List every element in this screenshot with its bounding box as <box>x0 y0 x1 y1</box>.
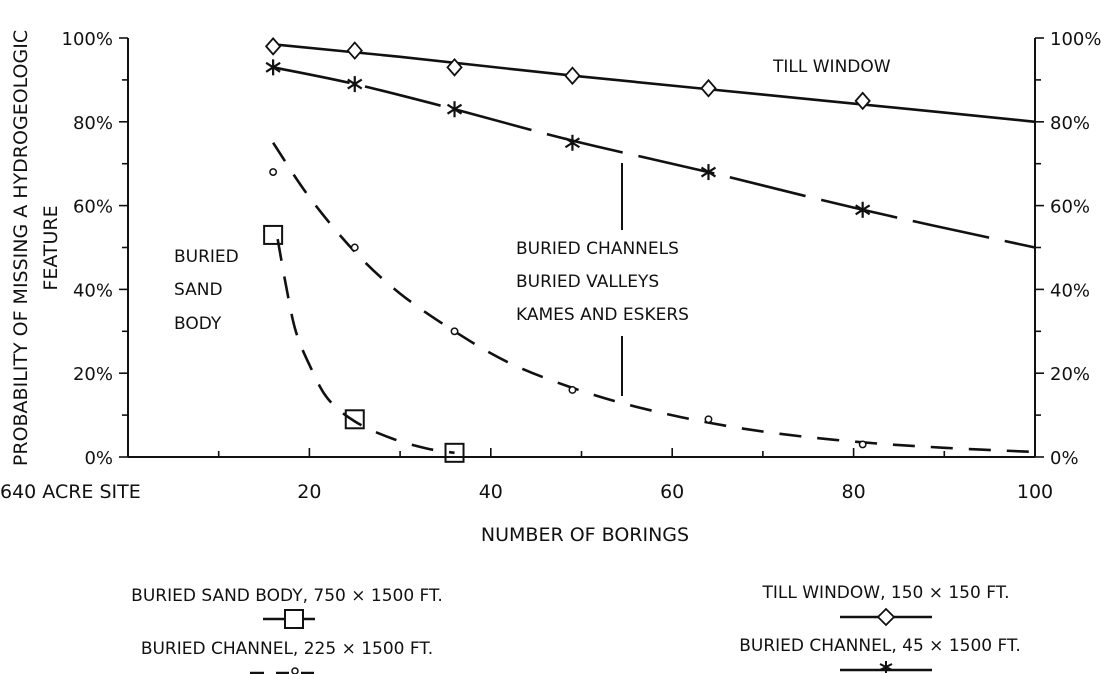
legend-item-chan225: BURIED CHANNEL, 225 × 1500 FT. <box>141 639 433 674</box>
legend-item-chan45: BURIED CHANNEL, 45 × 1500 FT. <box>739 636 1021 673</box>
x-tick-label: 80 <box>842 481 866 503</box>
y-tick-label-right: 40% <box>1050 280 1090 301</box>
series-lines <box>272 42 1036 455</box>
point-chan225 <box>568 386 577 394</box>
y-axis-label-line1: PROBABILITY OF MISSING A HYDROGEOLOGIC <box>10 30 32 466</box>
series-points <box>263 37 871 463</box>
point-chan225 <box>704 415 713 424</box>
legend-label-chan225: BURIED CHANNEL, 225 × 1500 FT. <box>141 639 433 659</box>
y-tick-label-right: 80% <box>1050 113 1090 134</box>
x-tick-label: 60 <box>660 481 684 503</box>
point-chan225 <box>858 440 867 449</box>
x-tick-label: 20 <box>297 481 321 503</box>
legend: BURIED SAND BODY, 750 × 1500 FT. BURIED … <box>131 583 1021 674</box>
point-chan45 <box>700 164 717 181</box>
series-line-chan45 <box>272 66 1036 249</box>
point-sand <box>444 442 465 463</box>
y-ticks: 0% 0% 20% 20% 40% 40% 60% 60% 80% 80% 100% 100% <box>62 29 1101 469</box>
point-chan225 <box>450 327 459 336</box>
y-tick-label-left: 0% <box>84 448 113 469</box>
point-till <box>700 78 717 98</box>
series-line-chan225 <box>272 142 1036 454</box>
x-tick-label: 100 <box>1017 481 1053 503</box>
point-chan45 <box>446 101 463 118</box>
legend-label-chan45: BURIED CHANNEL, 45 × 1500 FT. <box>739 636 1021 656</box>
point-chan45 <box>855 201 871 218</box>
annotation-till-window: TILL WINDOW <box>772 57 891 77</box>
legend-marker-asterisk <box>879 661 893 673</box>
y-tick-label-right: 100% <box>1050 29 1101 50</box>
y-tick-label-left: 80% <box>73 113 113 134</box>
point-chan225 <box>269 168 278 177</box>
point-till <box>854 91 871 111</box>
point-till <box>446 57 463 77</box>
legend-item-till: TILL WINDOW, 150 × 150 FT. <box>762 583 1010 627</box>
y-axis-label-line2: FEATURE <box>40 205 62 290</box>
y-tick-label-right: 0% <box>1050 448 1079 469</box>
point-sand <box>344 409 365 430</box>
annotation-channels-line2: BURIED VALLEYS <box>516 272 659 292</box>
annotation-channels-line1: BURIED CHANNELS <box>516 239 679 259</box>
point-chan45 <box>347 76 363 93</box>
y-axis-label: PROBABILITY OF MISSING A HYDROGEOLOGIC F… <box>10 30 62 466</box>
annotation-channels: BURIED CHANNELS BURIED VALLEYS KAMES AND… <box>516 163 689 396</box>
y-tick-label-left: 40% <box>73 280 113 301</box>
legend-marker-square <box>284 609 304 629</box>
y-tick-label-right: 60% <box>1050 197 1090 218</box>
legend-marker-circle <box>291 667 299 674</box>
annotation-sand-body: BURIED SAND BODY <box>174 247 239 334</box>
x-ticks: 20 40 60 80 100 <box>217 448 1053 503</box>
y-tick-label-left: 100% <box>62 29 113 50</box>
point-chan45 <box>564 134 581 151</box>
annotation-sand-line3: BODY <box>174 314 222 334</box>
annotation-sand-line2: SAND <box>174 280 223 300</box>
point-till <box>346 41 363 60</box>
point-till <box>264 37 282 56</box>
x-tick-label: 40 <box>479 481 503 503</box>
legend-item-sand: BURIED SAND BODY, 750 × 1500 FT. <box>131 586 443 629</box>
series-line-till <box>272 42 1036 124</box>
x-axis-label: NUMBER OF BORINGS <box>481 524 689 546</box>
x-start-label: 640 ACRE SITE <box>0 481 141 503</box>
point-chan45 <box>265 59 281 76</box>
legend-label-sand: BURIED SAND BODY, 750 × 1500 FT. <box>131 586 443 606</box>
annotation-sand-line1: BURIED <box>174 247 239 267</box>
legend-label-till: TILL WINDOW, 150 × 150 FT. <box>762 583 1010 603</box>
point-chan225 <box>350 243 359 252</box>
point-sand <box>263 224 284 245</box>
y-tick-label-right: 20% <box>1050 364 1090 385</box>
y-tick-label-left: 20% <box>73 364 113 385</box>
annotation-channels-line3: KAMES AND ESKERS <box>516 305 689 325</box>
series-line-sand <box>276 238 455 455</box>
point-till <box>564 66 581 86</box>
y-tick-label-left: 60% <box>73 197 113 218</box>
legend-marker-diamond <box>876 607 896 627</box>
